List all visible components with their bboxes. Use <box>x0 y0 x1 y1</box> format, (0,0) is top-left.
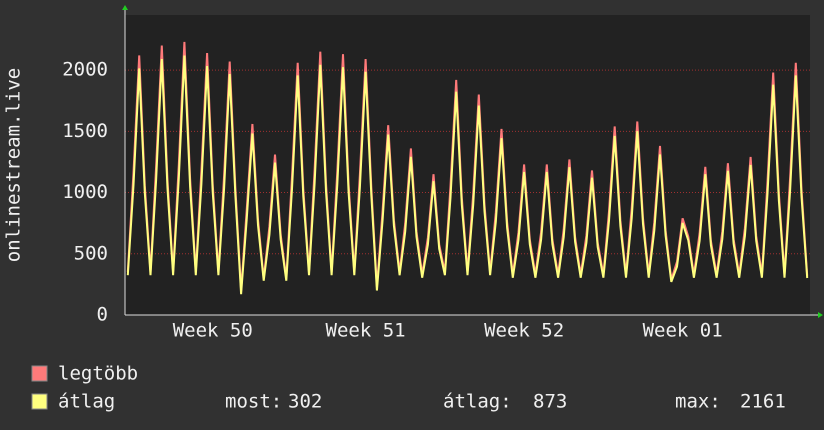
summary-value: 873 <box>533 391 567 413</box>
x-tick-label: Week 51 <box>326 320 406 342</box>
y-arrow <box>122 5 128 10</box>
legend-swatch <box>31 393 48 410</box>
summary-label: átlag: <box>443 391 512 413</box>
summary-value: 2161 <box>740 391 786 413</box>
y-tick-label: 1500 <box>62 120 108 142</box>
series-line <box>126 55 809 295</box>
y-tick-label: 500 <box>74 242 108 264</box>
x-tick-label: Week 50 <box>173 320 253 342</box>
y-axis-title: onlinestream.live <box>3 68 25 262</box>
x-tick-label: Week 01 <box>643 320 723 342</box>
x-tick-label: Week 52 <box>484 320 564 342</box>
x-arrow <box>818 312 823 318</box>
summary-value: 302 <box>288 391 322 413</box>
summary-label: max: <box>675 391 721 413</box>
legend-swatch <box>31 365 48 382</box>
legend-label: átlag <box>58 391 115 413</box>
y-tick-label: 0 <box>97 304 108 326</box>
summary-label: most: <box>225 391 282 413</box>
legend-label: legtöbb <box>58 363 138 385</box>
y-tick-label: 2000 <box>62 59 108 81</box>
y-tick-label: 1000 <box>62 181 108 203</box>
